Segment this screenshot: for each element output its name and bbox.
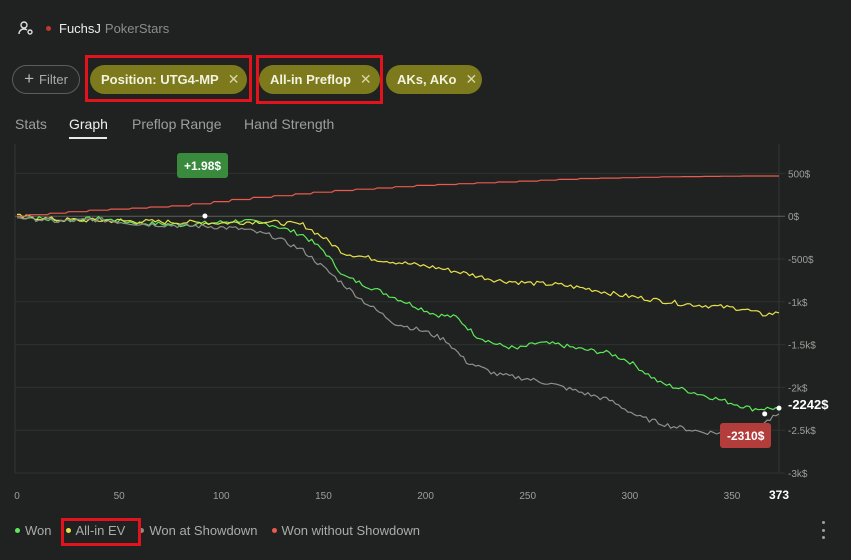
y-tick-label: 0$ [788, 212, 800, 223]
x-tick-label: 0 [14, 491, 20, 502]
y-tick-label: 500$ [788, 169, 811, 180]
callout-positive: +1.98$ [177, 153, 229, 178]
tab-hand-strength[interactable]: Hand Strength [244, 116, 335, 132]
filter-chip-label: AKs, AKo [397, 72, 457, 87]
legend-dot [139, 528, 145, 533]
add-filter-label: Filter [39, 72, 68, 87]
plus-icon: + [24, 69, 35, 88]
y-tick-label: -1k$ [788, 298, 808, 309]
y-tick-label: -2k$ [788, 383, 808, 394]
legend-dot [271, 528, 277, 533]
series-line-won-at-showdown [16, 215, 780, 436]
legend-label: Won without Showdown [281, 523, 421, 538]
active-tab-underline [69, 137, 107, 139]
legend-label: Won [25, 523, 52, 538]
filter-chip-label: All-in Preflop [270, 72, 351, 87]
x-tick-label: 150 [315, 491, 332, 502]
x-tick-label: 50 [114, 491, 126, 502]
tab-stats[interactable]: Stats [15, 116, 47, 132]
status-dot [46, 25, 51, 31]
callout-negative: -2310$ [720, 423, 772, 448]
tab-graph[interactable]: Graph [69, 116, 108, 132]
filter-chip-hands[interactable]: AKs, AKo ✕ [386, 65, 482, 94]
x-tick-label: 373 [769, 488, 789, 502]
legend-item-won[interactable]: Won [15, 523, 52, 538]
legend-label: All-in EV [75, 523, 126, 538]
series-line-won-without-showdown [17, 175, 779, 217]
y-tick-label: -500$ [788, 255, 814, 266]
y-tick-label: -3k$ [788, 469, 808, 480]
x-tick-label: 100 [213, 491, 230, 502]
tab-preflop-range[interactable]: Preflop Range [132, 116, 222, 132]
legend-dot [15, 528, 20, 533]
x-tick-label: 200 [417, 491, 434, 502]
legend-label: Won at Showdown [149, 523, 258, 538]
series-line-won [17, 215, 780, 412]
y-tick-label: -2.5k$ [788, 426, 816, 437]
filter-chip-all-in[interactable]: All-in Preflop ✕ [259, 65, 380, 94]
end-point-marker [776, 405, 782, 411]
callout-marker [762, 411, 768, 417]
more-options-icon[interactable] [819, 521, 827, 539]
x-tick-label: 350 [724, 491, 741, 502]
y-tick-label: -1.5k$ [788, 341, 816, 352]
close-icon[interactable]: ✕ [465, 71, 478, 87]
end-value-label: -2242$ [788, 397, 829, 412]
legend-item-won-at-showdown[interactable]: Won at Showdown [139, 523, 258, 538]
legend-item-all-in-ev[interactable]: All-in EV [65, 523, 126, 538]
chart-legend: Won All-in EV Won at Showdown Won withou… [15, 523, 420, 538]
x-tick-label: 300 [622, 491, 639, 502]
player-settings-icon[interactable] [16, 18, 36, 38]
add-filter-button[interactable]: + Filter [12, 65, 80, 94]
legend-item-won-without-showdown[interactable]: Won without Showdown [271, 523, 421, 538]
legend-dot [65, 528, 71, 533]
series-line-all-in-ev [17, 213, 780, 317]
x-tick-label: 250 [519, 491, 536, 502]
player-header: FuchsJ PokerStars [16, 14, 169, 42]
site-name: PokerStars [104, 20, 170, 36]
player-name[interactable]: FuchsJ [59, 20, 101, 36]
filter-chip-position[interactable]: Position: UTG4-MP ✕ [90, 65, 247, 94]
close-icon[interactable]: ✕ [359, 71, 372, 87]
close-icon[interactable]: ✕ [227, 71, 240, 87]
callout-marker [202, 213, 208, 219]
profit-graph[interactable]: 500$ 0$ -500$ -1k$ -1.5k$ -2k$ -2.5k$ -3k$ 0 50 10… [0, 140, 851, 515]
filter-chip-label: Position: UTG4-MP [101, 72, 219, 87]
